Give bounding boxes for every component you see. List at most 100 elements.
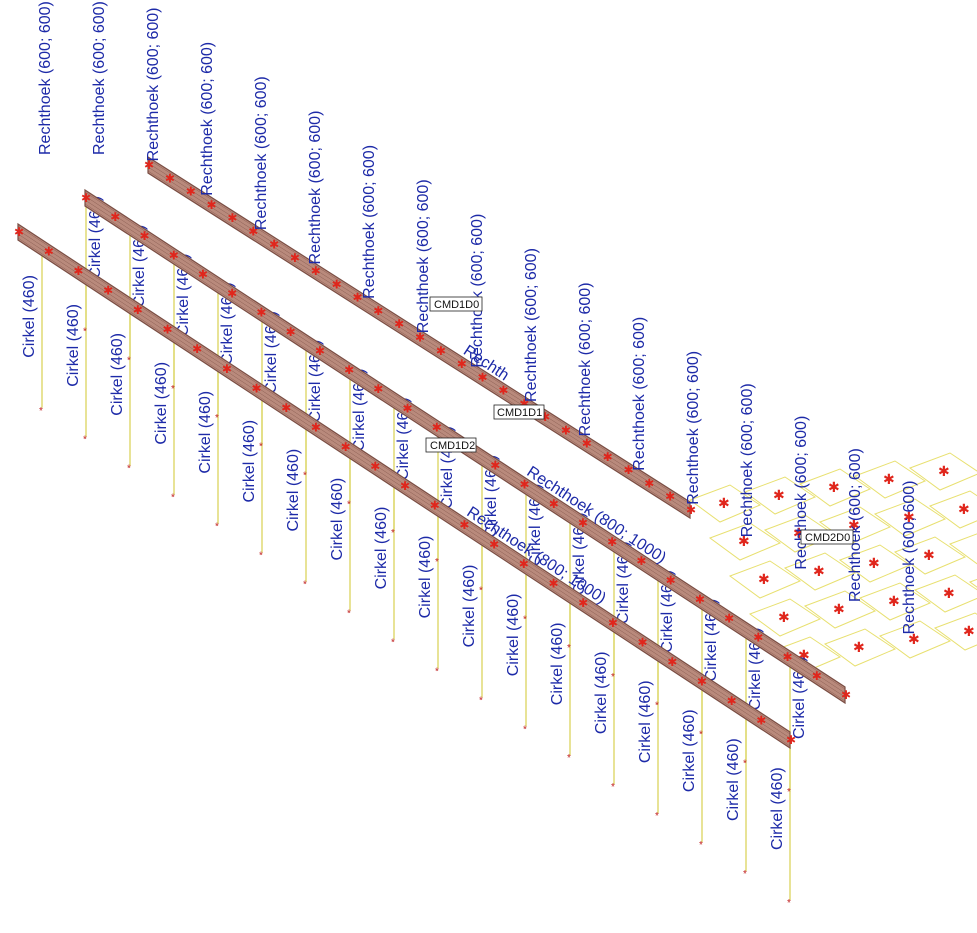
beam-support-marker: ✱: [561, 423, 571, 437]
footing-outline: [783, 552, 857, 591]
element-tag-cmd2d0[interactable]: CMD2D0: [800, 529, 854, 545]
tag-box: [800, 529, 854, 545]
footing-outline: [933, 612, 977, 651]
footing-outline: [928, 490, 977, 529]
beam-support-marker: ✱: [133, 303, 143, 317]
pile-label: Cirkel (460): [395, 397, 412, 480]
pile-marker: *: [743, 869, 747, 880]
beam-support-marker: ✱: [103, 284, 113, 298]
beam-support-marker: ✱: [227, 211, 237, 225]
pile-label: Cirkel (460): [219, 282, 236, 365]
pile-marker: *: [655, 811, 659, 822]
pile-label: Cirkel (460): [21, 275, 38, 358]
beam-support-marker: ✱: [373, 382, 383, 396]
beam-support-marker: ✱: [695, 592, 705, 606]
pile-label: Cirkel (460): [659, 570, 676, 653]
pile-marker: *: [567, 643, 571, 654]
pile-marker: *: [171, 493, 175, 504]
beam-rebar-line: [147, 158, 691, 505]
pile-label: Cirkel (460): [527, 484, 544, 567]
beam-rebar-line: [17, 229, 791, 739]
column-label: Rechthoek (600; 600): [901, 481, 918, 635]
beam-support-marker: ✱: [812, 669, 822, 683]
pile-label: Cirkel (460): [307, 340, 324, 423]
beam-support-marker: ✱: [192, 342, 202, 356]
beam-support-marker: ✱: [311, 420, 321, 434]
footing-outline: [858, 582, 932, 621]
pile-marker: *: [523, 614, 527, 625]
pile-marker: *: [83, 327, 87, 338]
pile-label: Cirkel (460): [571, 512, 588, 595]
pile-marker: *: [303, 580, 307, 591]
foundation-beam[interactable]: ✱✱✱✱✱✱✱✱✱✱✱✱✱✱✱✱✱✱✱✱✱✱✱✱✱✱✱Rechthoek (80…: [14, 222, 796, 750]
footing-outline: [798, 468, 872, 507]
beam-support-marker: ✱: [311, 264, 321, 278]
column-label: Rechthoek (600; 600): [523, 248, 540, 402]
beam-support-marker: ✱: [786, 733, 796, 747]
pile-marker: *: [479, 586, 483, 597]
element-tag-cmd1d2[interactable]: CMD1D2: [425, 437, 477, 453]
pile-marker: *: [479, 695, 483, 706]
tag-box: [425, 437, 477, 453]
pile-label: Cirkel (460): [417, 536, 434, 619]
footing-outline: [823, 628, 897, 667]
pile-label: Cirkel (460): [263, 311, 280, 394]
beam-support-marker: ✱: [252, 381, 262, 395]
pile-marker: *: [215, 522, 219, 533]
footing-marker: ✱: [738, 533, 750, 549]
beam-support-marker: ✱: [644, 476, 654, 490]
beam-support-marker: ✱: [519, 478, 529, 492]
footing-outline: [728, 560, 802, 599]
footing-marker: ✱: [903, 509, 915, 525]
beam-support-marker: ✱: [415, 331, 425, 345]
column-label: Rechthoek (600; 600): [145, 7, 162, 161]
tag-text: CMD1D2: [430, 440, 475, 452]
footing-outline: [853, 460, 927, 499]
pile-label: Cirkel (460): [615, 541, 632, 624]
pile-marker: *: [303, 471, 307, 482]
beam-support-marker: ✱: [697, 674, 707, 688]
footing-marker: ✱: [718, 495, 730, 511]
beam-rebar-line: [147, 162, 691, 509]
beam-support-marker: ✱: [457, 357, 467, 371]
pile-marker: *: [655, 701, 659, 712]
footing-marker: ✱: [853, 639, 865, 655]
column-label: Rechthoek (600; 600): [307, 111, 324, 265]
footing-outline: [948, 533, 977, 565]
footing-marker: ✱: [943, 585, 955, 601]
beam-rebar-line: [17, 237, 791, 747]
pile-marker: *: [743, 758, 747, 769]
pile-marker: *: [699, 729, 703, 740]
beam-support-marker: ✱: [756, 713, 766, 727]
tag-text: CMD2D0: [805, 532, 850, 544]
pile-marker: *: [83, 435, 87, 446]
footing-marker: ✱: [798, 647, 810, 663]
pile-label: Cirkel (460): [329, 478, 346, 561]
pile-marker: *: [435, 666, 439, 677]
pile-marker: *: [215, 413, 219, 424]
pile-label: Cirkel (460): [769, 767, 786, 850]
beam-support-marker: ✱: [198, 267, 208, 281]
pile-label: Cirkel (460): [461, 565, 478, 648]
pile-label: Cirkel (460): [549, 623, 566, 706]
column-label: Rechthoek (600; 600): [631, 317, 648, 471]
beam-support-marker: ✱: [373, 304, 383, 318]
beam-support-marker: ✱: [139, 229, 149, 243]
pile-marker: *: [567, 753, 571, 764]
element-tag-cmd1d1[interactable]: CMD1D1: [493, 404, 545, 420]
beam-support-marker: ✱: [352, 291, 362, 305]
pile-label: Cirkel (460): [593, 651, 610, 734]
pile-label: Cirkel (460): [725, 738, 742, 821]
beam-support-marker: ✱: [394, 317, 404, 331]
footing-marker: ✱: [813, 563, 825, 579]
pile-label: Cirkel (460): [681, 709, 698, 792]
beam-support-marker: ✱: [548, 577, 558, 591]
foundation-beam[interactable]: ✱✱✱✱✱✱✱✱✱✱✱✱✱✱✱✱✱✱✱✱✱✱✱✱✱✱✱Rechth: [144, 155, 696, 520]
beam-support-marker: ✱: [227, 287, 237, 301]
beam-support-marker: ✱: [686, 503, 696, 517]
footing-marker: ✱: [848, 517, 860, 533]
footing-outline: [708, 522, 782, 561]
column-label: Rechthoek (600; 600): [199, 42, 216, 196]
element-tag-cmd1d0[interactable]: CMD1D0: [429, 296, 483, 312]
